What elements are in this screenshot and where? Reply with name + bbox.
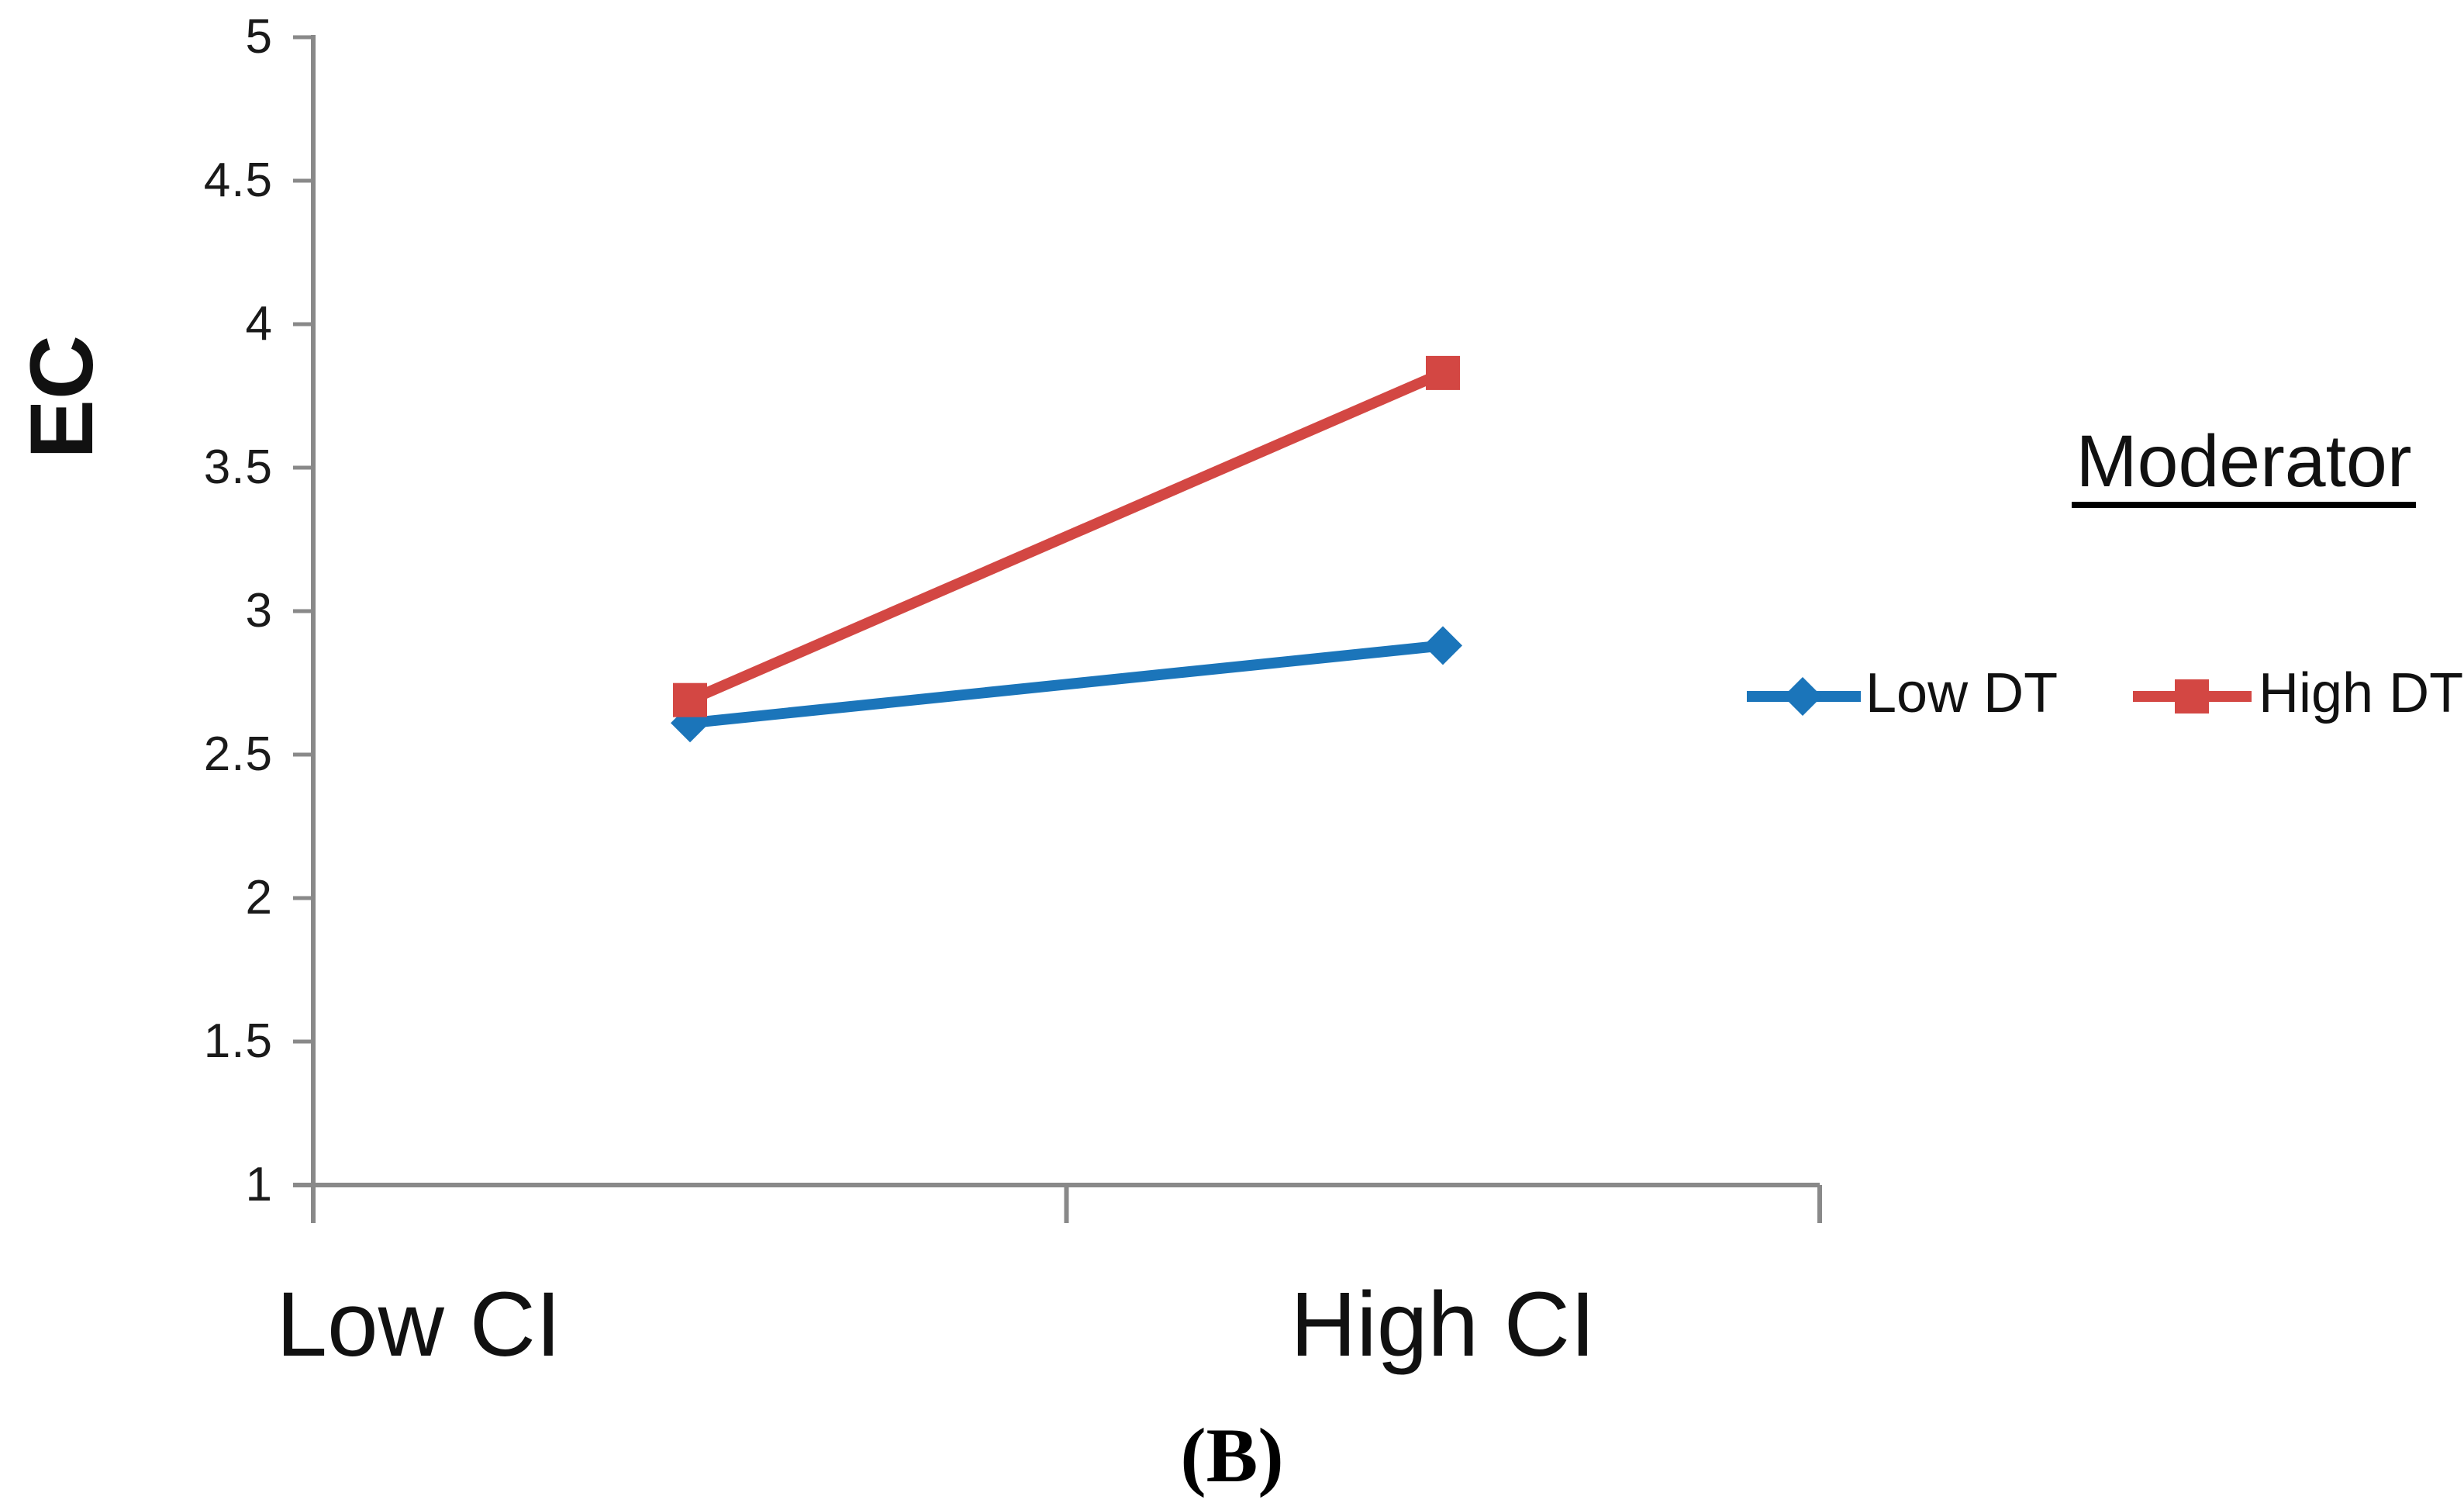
y-axis-tick-label: 3.5 bbox=[203, 441, 273, 494]
y-axis-tick-label: 1 bbox=[245, 1158, 273, 1211]
y-axis-tick-label: 2.5 bbox=[203, 727, 273, 781]
legend-title: Moderator bbox=[2071, 423, 2417, 508]
y-axis-tick-label: 5 bbox=[245, 10, 273, 64]
y-axis-tick-label: 4.5 bbox=[203, 154, 273, 207]
data-point-high-dt bbox=[1426, 355, 1460, 390]
y-axis-tick-label: 2 bbox=[245, 871, 273, 924]
series-line-low-dt bbox=[689, 640, 1444, 729]
x-axis-label-high-ci: High CI bbox=[1290, 1273, 1596, 1376]
data-point-high-dt bbox=[673, 682, 707, 717]
legend-key-marker-high-dt bbox=[2175, 679, 2209, 713]
y-axis-tick-label: 3 bbox=[245, 584, 273, 637]
figure-caption: (B) bbox=[1180, 1412, 1284, 1498]
legend: Moderator bbox=[2011, 423, 2464, 508]
legend-label-high-dt: High DT bbox=[2259, 662, 2464, 724]
y-axis-title: EC bbox=[12, 335, 112, 459]
legend-key-marker-low-dt bbox=[1783, 677, 1822, 716]
legend-label-low-dt: Low DT bbox=[1865, 662, 2059, 724]
series-line-high-dt bbox=[688, 368, 1445, 706]
x-axis-label-low-ci: Low CI bbox=[276, 1273, 561, 1376]
y-axis-tick-label: 1.5 bbox=[203, 1014, 273, 1068]
data-point-low-dt bbox=[1424, 626, 1462, 665]
y-axis-tick-label: 4 bbox=[245, 297, 273, 351]
